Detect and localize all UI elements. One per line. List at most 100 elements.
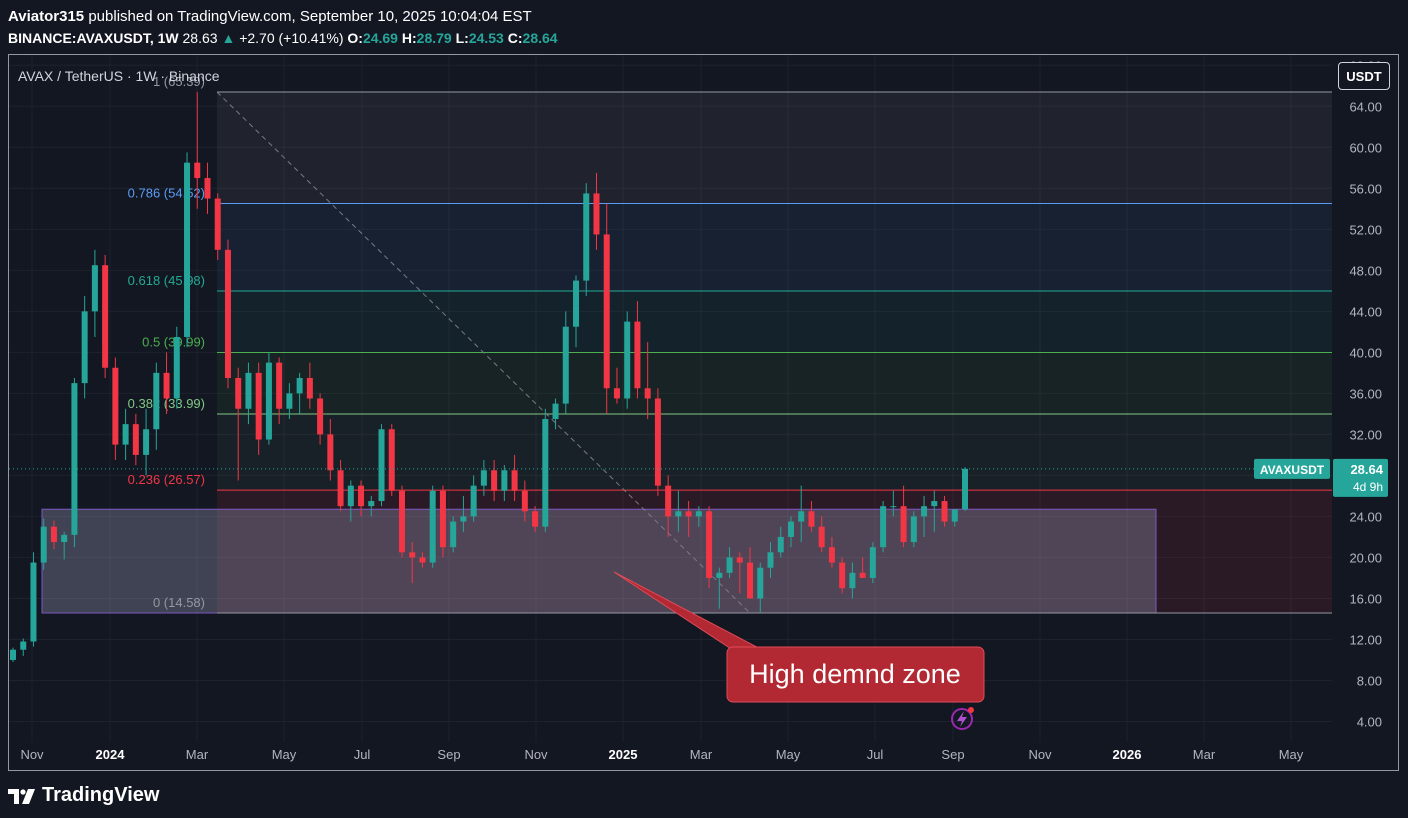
x-tick-label: Jul xyxy=(354,747,371,762)
tradingview-logo[interactable]: TradingView xyxy=(8,784,159,807)
candle-body xyxy=(224,249,231,378)
candle-body xyxy=(122,424,129,445)
candle-body xyxy=(153,372,160,430)
fib-band xyxy=(217,413,1332,491)
countdown-label: 4d 9h xyxy=(1353,480,1383,494)
fib-label: 0.236 (26.57) xyxy=(128,472,205,487)
candle-body xyxy=(818,526,825,548)
current-price-box xyxy=(1333,458,1388,497)
close-value: 28.64 xyxy=(522,30,558,46)
candle-body xyxy=(61,534,68,543)
x-tick-label: Nov xyxy=(524,747,548,762)
candle-body xyxy=(470,485,477,517)
candle-body xyxy=(439,490,446,548)
candle-body xyxy=(634,321,641,389)
symbol-ohlc-line: BINANCE:AVAXUSDT, 1W 28.63 ▲ +2.70 (+10.… xyxy=(8,30,558,46)
change-value: +2.70 (+10.41%) xyxy=(239,30,344,46)
candle-body xyxy=(102,265,109,368)
y-tick-label: 48.00 xyxy=(1349,263,1382,278)
candle-body xyxy=(358,485,365,507)
author-name[interactable]: Aviator315 xyxy=(8,8,85,25)
candle-body xyxy=(378,429,385,502)
tradingview-logo-icon xyxy=(8,788,35,804)
y-tick-label: 8.00 xyxy=(1357,673,1382,688)
y-tick-label: 44.00 xyxy=(1349,304,1382,319)
candle-body xyxy=(388,429,395,491)
x-tick-label: Sep xyxy=(941,747,964,762)
candle-body xyxy=(685,511,692,517)
candle-body xyxy=(91,265,98,312)
candle-body xyxy=(532,511,539,527)
close-label: C: xyxy=(507,30,523,46)
symbol-tag[interactable] xyxy=(1254,458,1330,479)
open-value: 24.69 xyxy=(362,30,398,46)
low-value: 24.53 xyxy=(468,30,504,46)
candle-body xyxy=(286,393,293,409)
candle-body xyxy=(163,372,170,399)
callout-text: High demnd zone xyxy=(749,659,961,689)
candle-body xyxy=(787,521,794,537)
footer-brand: TradingView xyxy=(42,784,160,806)
lightning-bolt-icon xyxy=(957,711,967,727)
candle-body xyxy=(921,506,928,517)
candle-body xyxy=(624,321,631,399)
candle-body xyxy=(583,193,590,281)
candle-body xyxy=(143,429,150,455)
symbol-tag-label: AVAXUSDT xyxy=(1260,463,1325,477)
candle-body xyxy=(398,490,405,553)
candle-body xyxy=(603,234,610,389)
candle-body xyxy=(706,511,713,578)
chart-legend[interactable]: AVAX / TetherUS · 1W · Binance xyxy=(18,68,220,84)
y-tick-label: 24.00 xyxy=(1349,509,1382,524)
x-tick-label: Nov xyxy=(1028,747,1052,762)
fib-band xyxy=(217,92,1332,204)
published-text: published on TradingView.com, September … xyxy=(88,8,532,25)
candle-body xyxy=(654,398,661,486)
candle-body xyxy=(276,362,283,409)
callout-box[interactable] xyxy=(726,646,985,703)
candle-body xyxy=(593,193,600,235)
trend-line-dashed xyxy=(216,91,751,614)
y-tick-label: 4.00 xyxy=(1357,714,1382,729)
lightning-icon[interactable] xyxy=(951,708,973,730)
candle-body xyxy=(347,485,354,507)
low-label: L: xyxy=(455,30,469,46)
candle-body xyxy=(235,377,242,409)
x-tick-label: 2025 xyxy=(609,747,638,762)
x-tick-label: May xyxy=(272,747,297,762)
currency-button[interactable]: USDT xyxy=(1338,62,1390,90)
candle-body xyxy=(306,377,313,399)
y-tick-label: 56.00 xyxy=(1349,181,1382,196)
x-tick-label: Mar xyxy=(690,747,713,762)
candle-body xyxy=(716,572,723,578)
candle-body xyxy=(910,516,917,543)
candle-body xyxy=(40,526,47,563)
fib-band xyxy=(217,291,1332,353)
candle-body xyxy=(828,547,835,563)
symbol-line: BINANCE:AVAXUSDT, 1W xyxy=(8,30,179,46)
candle-body xyxy=(194,162,201,179)
candle-body xyxy=(10,649,16,660)
fib-band xyxy=(217,203,1332,292)
y-tick-label: 64.00 xyxy=(1349,99,1382,114)
demand-zone[interactable] xyxy=(41,508,1157,614)
candle-body xyxy=(245,372,252,409)
candle-body xyxy=(112,367,119,445)
candle-body xyxy=(409,552,416,558)
candle-body xyxy=(337,470,344,507)
y-tick-label: 12.00 xyxy=(1349,632,1382,647)
candle-body xyxy=(869,547,876,578)
fib-label: 0.5 (39.99) xyxy=(142,334,205,349)
candle-body xyxy=(30,562,37,642)
x-tick-label: Sep xyxy=(437,747,460,762)
candle-body xyxy=(767,552,774,568)
x-tick-label: Jul xyxy=(867,747,884,762)
candle-body xyxy=(214,198,221,250)
x-tick-label: Nov xyxy=(20,747,44,762)
candle-body xyxy=(777,536,784,553)
high-value: 28.79 xyxy=(416,30,452,46)
candle-body xyxy=(880,506,887,548)
candle-body xyxy=(849,572,856,589)
fib-label: 0 (14.58) xyxy=(153,595,205,610)
